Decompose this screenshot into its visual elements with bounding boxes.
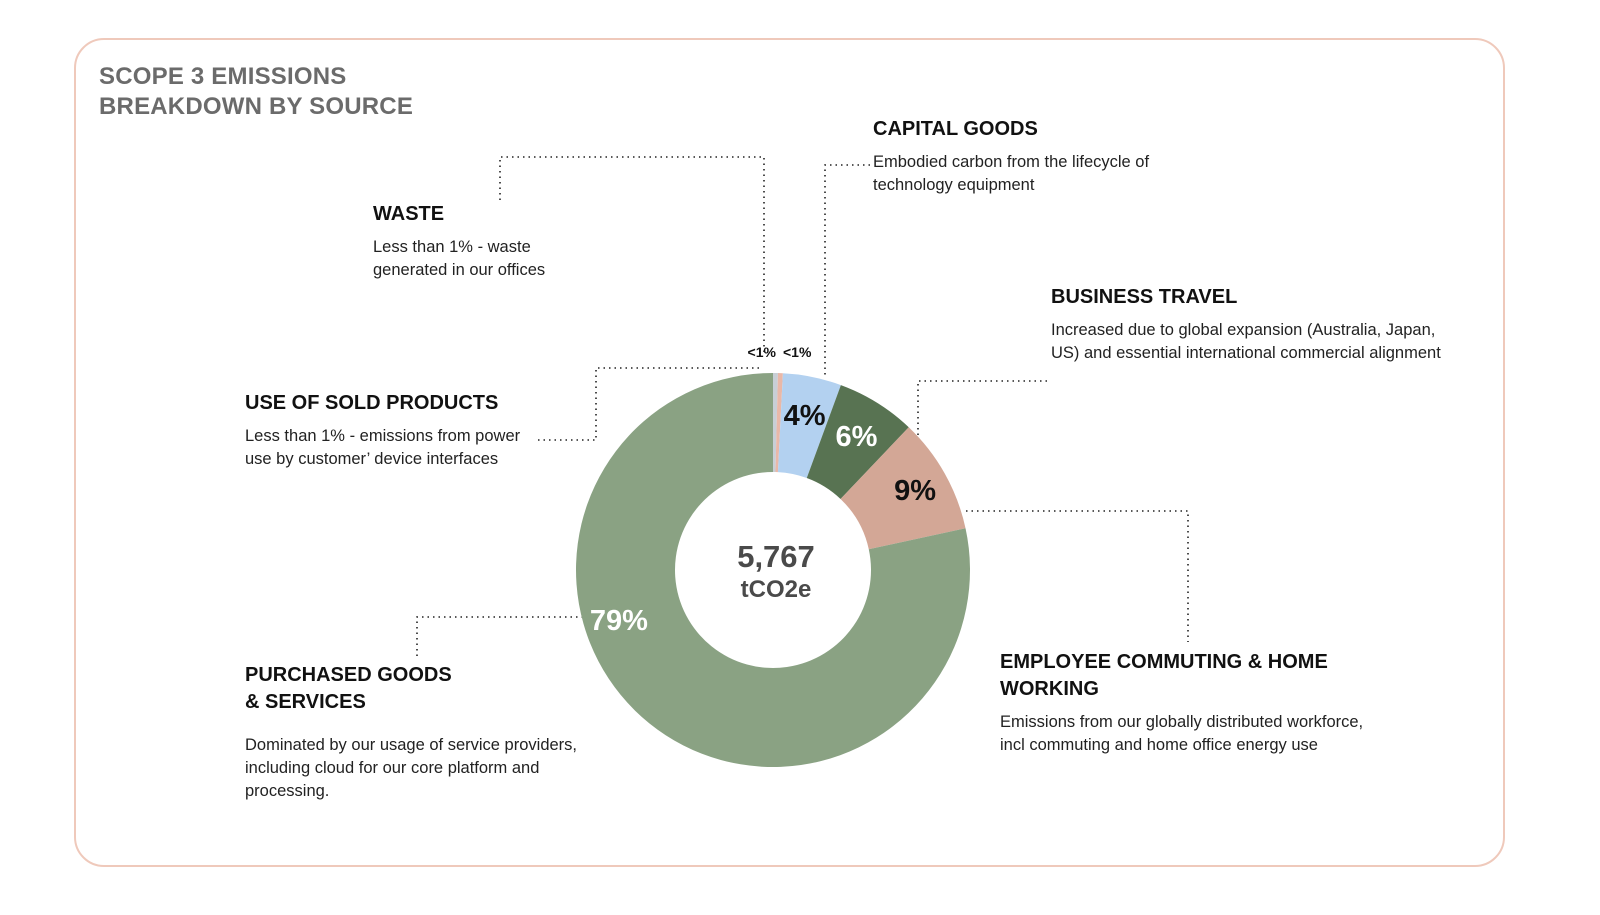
slice-employee-commuting-home-working — [840, 427, 966, 550]
slice-label-capital-goods: 4% — [784, 400, 826, 432]
callout-use-of-sold-products: USE OF SOLD PRODUCTS Less than 1% - emis… — [245, 390, 530, 471]
callout-waste: WASTE Less than 1% - waste generated in … — [373, 201, 603, 282]
leader-line-capital-goods — [824, 164, 870, 378]
leader-line-purchased-goods — [416, 616, 586, 656]
slice-label-use-of-sold-products: <1% — [748, 344, 777, 360]
callout-use-of-sold-products-title: USE OF SOLD PRODUCTS — [245, 392, 499, 414]
leader-line-business-travel — [917, 380, 1047, 437]
leader-line-employee-commuting — [966, 510, 1189, 642]
callout-capital-goods-title: CAPITAL GOODS — [873, 118, 1038, 140]
slice-label-purchased-goods-services: 79% — [590, 605, 648, 637]
slice-label-business-travel: 6% — [835, 421, 877, 453]
slice-use-of-sold-products — [773, 373, 778, 473]
chart-title-line-2: BREAKDOWN BY SOURCE — [99, 93, 414, 120]
center-total-unit: tCO2e — [741, 576, 812, 603]
slice-purchased-goods-services — [576, 373, 970, 767]
chart-card — [74, 38, 1505, 867]
slice-business-travel — [806, 385, 909, 499]
callout-employee-commuting: EMPLOYEE COMMUTING & HOME WORKING Emissi… — [1000, 649, 1385, 757]
callout-business-travel: BUSINESS TRAVEL Increased due to global … — [1051, 284, 1441, 365]
callout-employee-commuting-title: EMPLOYEE COMMUTING & HOME WORKING — [1000, 651, 1328, 700]
callout-waste-desc: Less than 1% - waste generated in our of… — [373, 238, 546, 279]
callout-purchased-goods-desc: Dominated by our usage of service provid… — [245, 736, 577, 800]
callout-waste-title: WASTE — [373, 203, 445, 225]
callout-employee-commuting-desc: Emissions from our globally distributed … — [1000, 713, 1364, 754]
center-total-value: 5,767 — [737, 539, 815, 574]
chart-title-line-1: SCOPE 3 EMISSIONS — [99, 63, 347, 90]
callout-purchased-goods: PURCHASED GOODS & SERVICES Dominated by … — [245, 662, 585, 803]
callout-capital-goods-desc: Embodied carbon from the lifecycle of te… — [873, 153, 1150, 194]
leader-line-use-of-sold-products — [538, 367, 760, 441]
callout-purchased-goods-title-1: PURCHASED GOODS — [245, 664, 452, 686]
slice-capital-goods — [777, 373, 841, 479]
callout-capital-goods: CAPITAL GOODS Embodied carbon from the l… — [873, 116, 1218, 197]
slice-label-waste: <1% — [783, 344, 812, 360]
slice-waste — [775, 373, 783, 473]
slice-label-employee-commuting-home-working: 9% — [894, 475, 936, 507]
callout-business-travel-desc: Increased due to global expansion (Austr… — [1051, 321, 1441, 362]
callout-use-of-sold-products-desc: Less than 1% - emissions from power use … — [245, 427, 521, 468]
callout-purchased-goods-title-2: & SERVICES — [245, 691, 366, 713]
chart-title: SCOPE 3 EMISSIONS BREAKDOWN BY SOURCE — [99, 62, 413, 122]
callout-business-travel-title: BUSINESS TRAVEL — [1051, 286, 1238, 308]
